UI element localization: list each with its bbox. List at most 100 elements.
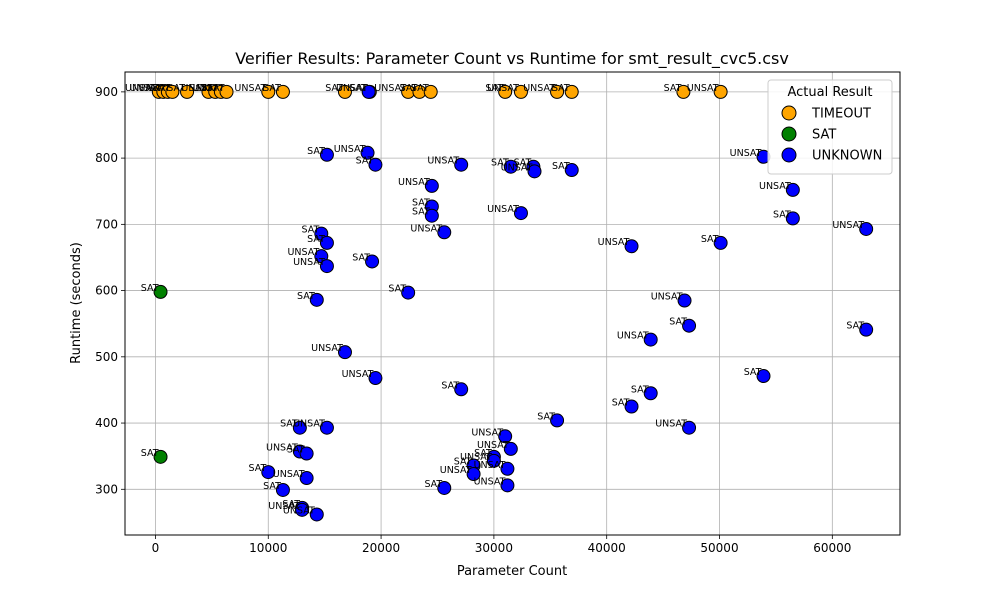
point-label: UNSAT bbox=[268, 501, 300, 512]
point-label: UNSAT bbox=[334, 144, 366, 155]
point-label: UNSAT bbox=[427, 156, 459, 167]
y-tick-label: 600 bbox=[95, 284, 118, 298]
point-label: SAT bbox=[412, 197, 430, 208]
data-point-unknown bbox=[500, 478, 515, 493]
legend-marker-timeout bbox=[781, 105, 797, 121]
data-point-unknown bbox=[401, 285, 416, 300]
data-point-unknown bbox=[624, 239, 639, 254]
data-point-sat bbox=[153, 284, 168, 299]
data-point-timeout bbox=[513, 84, 528, 99]
data-point-unknown bbox=[299, 446, 314, 461]
data-point-unknown bbox=[756, 369, 771, 384]
point-label: SAT bbox=[400, 83, 418, 94]
point-label: SAT bbox=[552, 161, 570, 172]
data-point-timeout bbox=[498, 84, 513, 99]
point-label: UNSAT bbox=[336, 83, 368, 94]
point-label: UNSAT bbox=[501, 162, 533, 173]
data-point-timeout bbox=[261, 84, 276, 99]
data-point-timeout bbox=[550, 84, 565, 99]
point-label: SAT bbox=[846, 321, 864, 332]
point-label: SAT bbox=[280, 419, 298, 430]
data-point-unknown bbox=[859, 221, 874, 236]
point-label: SAT bbox=[485, 83, 503, 94]
data-point-unknown bbox=[785, 211, 800, 226]
data-point-unknown bbox=[498, 429, 513, 444]
data-point-unknown bbox=[309, 507, 324, 522]
data-point-unknown bbox=[564, 163, 579, 178]
data-point-unknown bbox=[503, 441, 518, 456]
data-point-unknown bbox=[261, 465, 276, 480]
data-point-unknown bbox=[319, 235, 334, 250]
data-point-timeout bbox=[337, 84, 352, 99]
data-point-unknown bbox=[309, 292, 324, 307]
point-label: SAT bbox=[307, 146, 325, 157]
data-point-unknown bbox=[319, 259, 334, 274]
point-label: SAT bbox=[356, 156, 374, 167]
data-point-sat bbox=[153, 449, 168, 464]
data-point-unknown bbox=[486, 453, 501, 468]
point-label: UNSAT bbox=[474, 460, 506, 471]
y-tick-label: 900 bbox=[95, 85, 118, 99]
data-point-unknown bbox=[785, 182, 800, 197]
x-tick-label: 60000 bbox=[813, 541, 851, 555]
x-axis-label: Parameter Count bbox=[457, 564, 567, 579]
point-label: UNSAT bbox=[266, 443, 298, 454]
data-point-unknown bbox=[682, 420, 697, 435]
point-label: SAT bbox=[141, 283, 159, 294]
data-point-unknown bbox=[682, 318, 697, 333]
point-label: SAT bbox=[297, 291, 315, 302]
point-label: SAT bbox=[189, 83, 207, 94]
legend-title: Actual Result bbox=[787, 85, 872, 100]
point-label: UNSAT bbox=[440, 465, 472, 476]
point-label: SAT bbox=[631, 384, 649, 395]
plot-frame bbox=[124, 71, 901, 536]
point-label: SAT bbox=[248, 463, 266, 474]
point-label: SAT bbox=[302, 225, 320, 236]
legend-label-timeout: TIMEOUT bbox=[811, 107, 871, 122]
point-label: SAT bbox=[454, 456, 472, 467]
point-label: SAT bbox=[282, 499, 300, 510]
data-point-unknown bbox=[500, 461, 515, 476]
point-label: SAT bbox=[325, 83, 343, 94]
point-label: UNSAT bbox=[283, 505, 315, 516]
point-label: SAT bbox=[441, 380, 459, 391]
point-label: SAT bbox=[664, 83, 682, 94]
point-label: UNSAT bbox=[655, 419, 687, 430]
y-tick-label: 500 bbox=[95, 350, 118, 364]
grid-lines bbox=[125, 72, 900, 535]
point-label: SAT bbox=[491, 158, 509, 169]
point-label: SAT bbox=[412, 207, 430, 218]
point-label: UNSAT bbox=[234, 83, 266, 94]
point-label: UNSAT bbox=[687, 83, 719, 94]
data-point-unknown bbox=[513, 206, 528, 221]
point-label: UNSAT bbox=[293, 257, 325, 268]
data-point-unknown bbox=[319, 147, 334, 162]
point-label: UNSAT bbox=[130, 83, 162, 94]
point-label: UNSAT bbox=[293, 419, 325, 430]
chart-title: Verifier Results: Parameter Count vs Run… bbox=[235, 49, 789, 69]
point-label: SAT bbox=[744, 367, 762, 378]
data-point-unknown bbox=[437, 225, 452, 240]
legend-label-unknown: UNKNOWN bbox=[812, 149, 882, 164]
point-label: SAT bbox=[167, 83, 185, 94]
data-point-unknown bbox=[466, 467, 481, 482]
point-label: UNSAT bbox=[832, 220, 864, 231]
y-tick-label: 800 bbox=[95, 151, 118, 165]
data-point-unknown bbox=[454, 157, 469, 172]
legend: Actual Result TIMEOUT SAT UNKNOWN bbox=[767, 79, 893, 175]
point-label: UNSAT bbox=[342, 369, 374, 380]
data-point-unknown bbox=[299, 471, 314, 486]
point-label: UNSAT bbox=[651, 292, 683, 303]
data-point-unknown bbox=[360, 145, 375, 160]
point-label: SAT bbox=[201, 83, 219, 94]
legend-box bbox=[767, 79, 893, 175]
data-point-unknown bbox=[292, 420, 307, 435]
point-label: SAT bbox=[388, 284, 406, 295]
data-point-unknown bbox=[859, 322, 874, 337]
data-point-timeout bbox=[564, 84, 579, 99]
data-point-timeout bbox=[165, 84, 180, 99]
point-label: SAT bbox=[263, 83, 281, 94]
point-label: SAT bbox=[307, 234, 325, 245]
